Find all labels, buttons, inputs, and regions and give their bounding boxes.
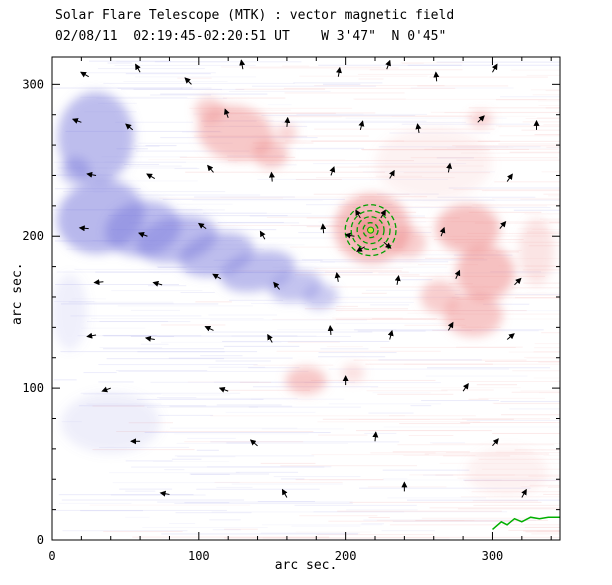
negative-polarity-blob <box>303 284 339 310</box>
x-axis-label: arc sec. <box>274 558 338 573</box>
negative-polarity-blob <box>60 392 161 454</box>
y-tick-label: 100 <box>22 381 44 395</box>
y-tick-label: 200 <box>22 229 44 243</box>
chart-subtitle: 02/08/11 02:19:45-02:20:51 UT W 3'47" N … <box>55 29 447 44</box>
negative-polarity-blob <box>52 274 88 351</box>
axes-ticks: 0 100 200 300 0 100 200 300 <box>22 57 560 563</box>
negative-polarity-blob <box>60 157 91 185</box>
green-trace-curve <box>492 516 560 530</box>
polarity-blobs-layer <box>52 91 555 496</box>
field-contours <box>344 204 397 257</box>
positive-polarity-blob <box>466 447 549 496</box>
positive-polarity-blob <box>375 126 493 200</box>
positive-polarity-blob <box>455 245 515 301</box>
positive-polarity-blob <box>518 218 555 285</box>
positive-polarity-blob <box>253 140 289 168</box>
positive-polarity-blob <box>285 366 327 395</box>
positive-polarity-blob <box>435 204 500 253</box>
positive-polarity-blob <box>194 98 224 123</box>
positive-polarity-blob <box>391 227 427 258</box>
positive-polarity-blob <box>341 363 365 383</box>
x-tick-label: 100 <box>188 549 210 563</box>
chart-title: Solar Flare Telescope (MTK) : vector mag… <box>55 8 455 23</box>
plot-frame <box>51 56 561 541</box>
x-tick-label: 200 <box>335 549 357 563</box>
y-axis-label: arc sec. <box>10 262 25 325</box>
y-tick-label: 300 <box>22 77 44 91</box>
x-tick-label: 300 <box>482 549 504 563</box>
y-tick-label: 0 <box>37 533 44 547</box>
x-tick-label: 0 <box>48 549 55 563</box>
positive-polarity-blob <box>444 293 503 337</box>
positive-polarity-blob <box>420 280 459 314</box>
vector-arrows-layer <box>71 59 540 498</box>
positive-polarity-blob <box>276 123 298 143</box>
